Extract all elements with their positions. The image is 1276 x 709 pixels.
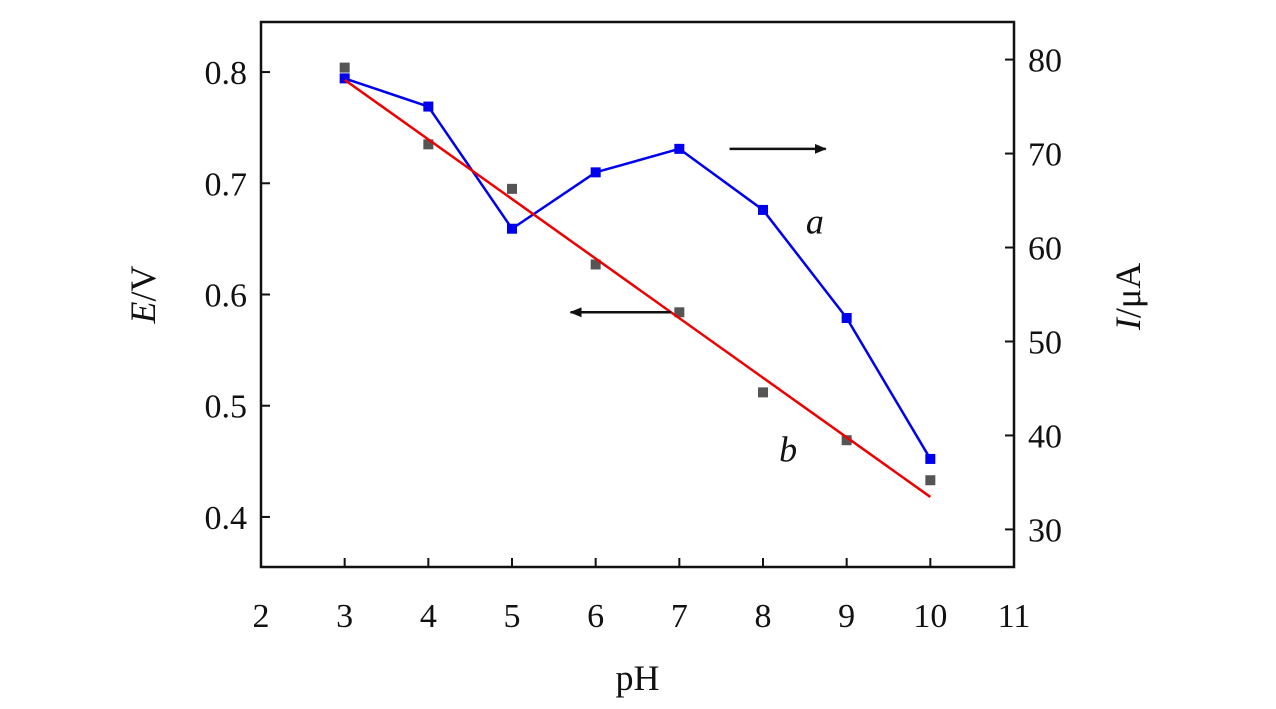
series-b-point-4 — [590, 259, 601, 270]
x-tick-label: 2 — [253, 598, 270, 635]
curve-label-b: b — [779, 429, 797, 469]
x-tick-label: 3 — [336, 598, 353, 635]
series-a-point-6 — [758, 204, 768, 215]
y-left-tick-label: 0.5 — [205, 389, 248, 426]
y-right-axis-title-unit: /μA — [1108, 263, 1148, 318]
y-left-axis-title-symbol: E — [123, 302, 163, 325]
y-left-tick-label: 0.8 — [205, 55, 248, 92]
y-right-tick-label: 80 — [1028, 43, 1062, 80]
series-b-point-2 — [423, 139, 434, 150]
series-a-point-8 — [925, 453, 936, 464]
y-left-axis-title-unit: /V — [123, 265, 163, 301]
y-right-tick-label: 70 — [1028, 137, 1062, 174]
series-b-point-1 — [339, 62, 350, 73]
plot-frame — [259, 20, 1016, 569]
y-left-tick-label: 0.6 — [205, 278, 248, 315]
x-tick-label: 11 — [998, 598, 1031, 635]
y-right-tick-label: 60 — [1028, 231, 1062, 268]
x-axis-title: pH — [616, 658, 660, 698]
y-left-axis-title: E/V — [123, 265, 163, 324]
curve-label-a: a — [806, 201, 824, 241]
series-b-point-3 — [507, 183, 517, 194]
series-b-fit-line — [343, 78, 932, 498]
series-a-point-2 — [423, 101, 434, 112]
y-left-tick-label: 0.7 — [205, 166, 248, 203]
x-tick-label: 8 — [755, 598, 772, 635]
series-a-line — [344, 77, 932, 460]
series-a-point-4 — [590, 167, 601, 178]
series-b-point-6 — [758, 387, 768, 398]
y-right-tick-label: 50 — [1028, 324, 1062, 361]
x-tick-label: 9 — [838, 598, 855, 635]
series-b-point-5 — [674, 307, 685, 318]
x-tick-label: 5 — [504, 598, 521, 635]
x-tick-label: 4 — [420, 598, 437, 635]
series-a-point-3 — [507, 223, 517, 234]
y-right-tick-label: 30 — [1028, 512, 1062, 549]
y-right-axis-title-symbol: I — [1108, 316, 1148, 331]
y-right-tick-label: 40 — [1028, 418, 1062, 455]
x-tick-label: 10 — [913, 598, 947, 635]
series-a-point-5 — [674, 143, 685, 154]
y-right-axis-title: I/μA — [1108, 263, 1148, 331]
x-tick-label: 7 — [671, 598, 688, 635]
y-left-tick-label: 0.4 — [205, 500, 248, 537]
series-b-point-7 — [841, 435, 852, 446]
series-b-point-8 — [925, 475, 936, 486]
x-tick-label: 6 — [587, 598, 604, 635]
series-a-point-1 — [339, 73, 350, 84]
series-a-point-7 — [841, 312, 852, 323]
